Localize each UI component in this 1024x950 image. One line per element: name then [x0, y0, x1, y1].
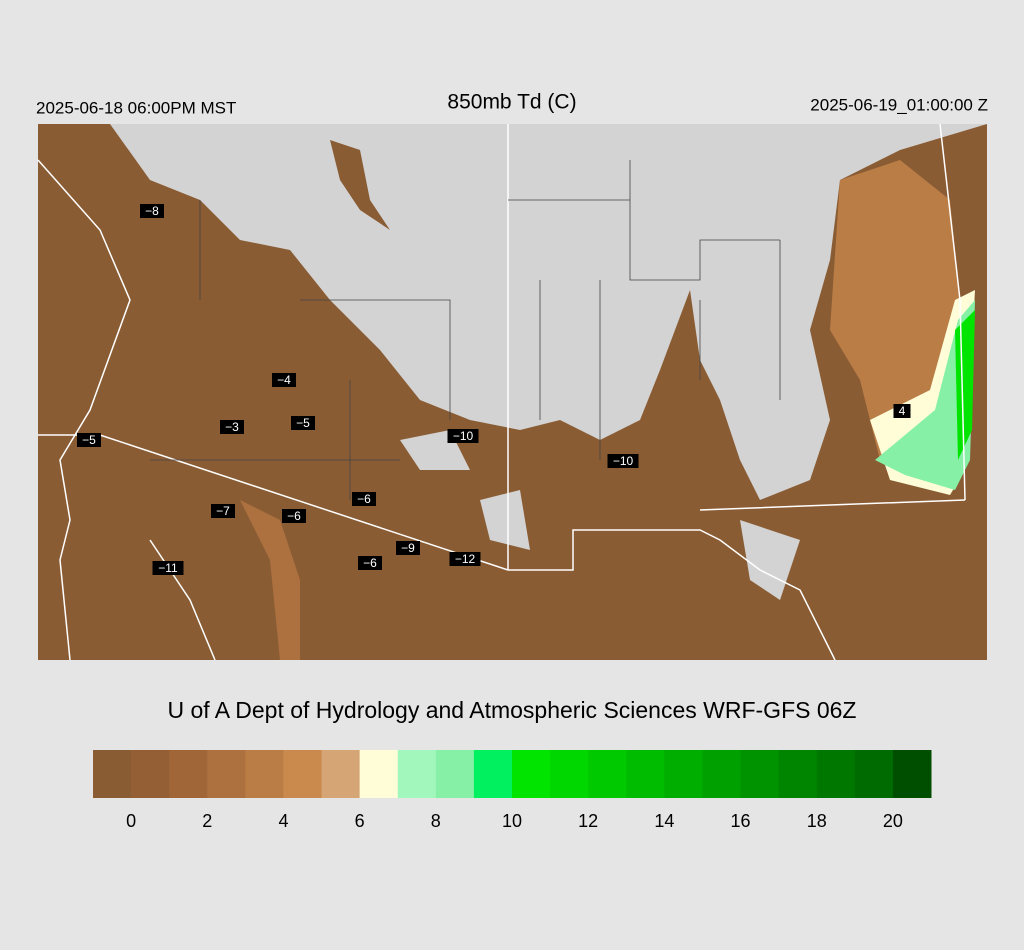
station-label: 4: [899, 404, 906, 418]
colorbar-swatch: [169, 750, 208, 798]
station-label: −4: [277, 373, 291, 387]
colorbar-swatch: [473, 750, 513, 798]
station-label-box: [449, 552, 481, 566]
map-title: 850mb Td (C): [447, 91, 576, 114]
colorbar-tick-label: 10: [502, 811, 522, 831]
colorbar-tick-label: 4: [278, 811, 288, 831]
colorbar-swatch: [626, 750, 665, 798]
station-labels: −8 −4 −3 −5 −5 −10 −10 −7 −6 −6 −6 −9 −12 −11 4: [77, 204, 911, 575]
map: [37, 123, 987, 661]
station-label: −12: [455, 552, 476, 566]
station-label: −5: [82, 433, 96, 447]
colorbar-swatch: [207, 750, 246, 798]
station-label: −6: [357, 492, 371, 506]
colorbar-swatch: [702, 750, 742, 798]
moist-region: [830, 160, 960, 460]
station-label: −10: [613, 454, 634, 468]
dry-region: [330, 140, 390, 230]
station-label: −9: [401, 541, 415, 555]
valid-time-utc: 2025-06-19_01:00:00 Z: [810, 95, 988, 114]
station-label-box: [220, 420, 244, 434]
colorbar-swatch: [778, 750, 818, 798]
moist-region: [240, 500, 300, 660]
colorbar-swatch: [664, 750, 703, 798]
station-label: −6: [363, 556, 377, 570]
station-label: −3: [225, 420, 239, 434]
station-label-box: [396, 541, 420, 555]
state-borders: [37, 123, 966, 661]
station-label-box: [352, 492, 376, 506]
station-label-box: [211, 504, 235, 518]
station-label-box: [358, 556, 382, 570]
colorbar-swatch: [435, 750, 475, 798]
station-label-box: [607, 454, 639, 468]
colorbar-tick-label: 0: [126, 811, 136, 831]
station-label-box: [282, 509, 306, 523]
colorbar-swatch: [588, 750, 627, 798]
credit: U of A Dept of Hydrology and Atmospheric…: [167, 697, 856, 723]
colorbar-swatch: [550, 750, 589, 798]
colorbar: 0 2 4 6 8 10 12 14 16 18 20: [93, 750, 932, 831]
moist-region: [955, 310, 975, 460]
colorbar-tick-label: 14: [654, 811, 674, 831]
colorbar-swatch: [816, 750, 856, 798]
station-label-box: [893, 404, 911, 418]
station-label: −11: [158, 561, 178, 575]
colorbar-swatch: [892, 750, 932, 798]
station-label: −6: [287, 509, 301, 523]
colorbar-swatch: [740, 750, 780, 798]
colorbar-tick-label: 2: [202, 811, 212, 831]
colorbar-swatch: [131, 750, 170, 798]
colorbar-swatch: [397, 750, 437, 798]
moist-region: [400, 430, 800, 600]
colorbar-swatch: [359, 750, 399, 798]
station-label-box: [140, 204, 164, 218]
moist-region: [875, 300, 975, 490]
colorbar-swatch: [512, 750, 551, 798]
station-label-box: [152, 561, 184, 575]
colorbar-swatch: [283, 750, 323, 798]
station-label: −7: [216, 504, 230, 518]
colorbar-swatch: [245, 750, 284, 798]
colorbar-tick-label: 20: [883, 811, 903, 831]
valid-time-local: 2025-06-18 06:00PM MST: [36, 98, 236, 117]
station-label: −8: [145, 204, 159, 218]
station-label-box: [272, 373, 296, 387]
colorbar-tick-label: 6: [355, 811, 365, 831]
station-label: −10: [453, 429, 474, 443]
station-label-box: [77, 433, 101, 447]
colorbar-tick-label: 18: [807, 811, 827, 831]
county-lines: [150, 160, 781, 500]
station-label-box: [447, 429, 479, 443]
colorbar-tick-label: 12: [578, 811, 598, 831]
station-label-box: [291, 416, 315, 430]
colorbar-swatch: [93, 750, 132, 798]
colorbar-swatch: [321, 750, 361, 798]
colorbar-tick-label: 16: [731, 811, 751, 831]
colorbar-swatch: [854, 750, 894, 798]
colorbar-tick-label: 8: [431, 811, 441, 831]
station-label: −5: [296, 416, 310, 430]
